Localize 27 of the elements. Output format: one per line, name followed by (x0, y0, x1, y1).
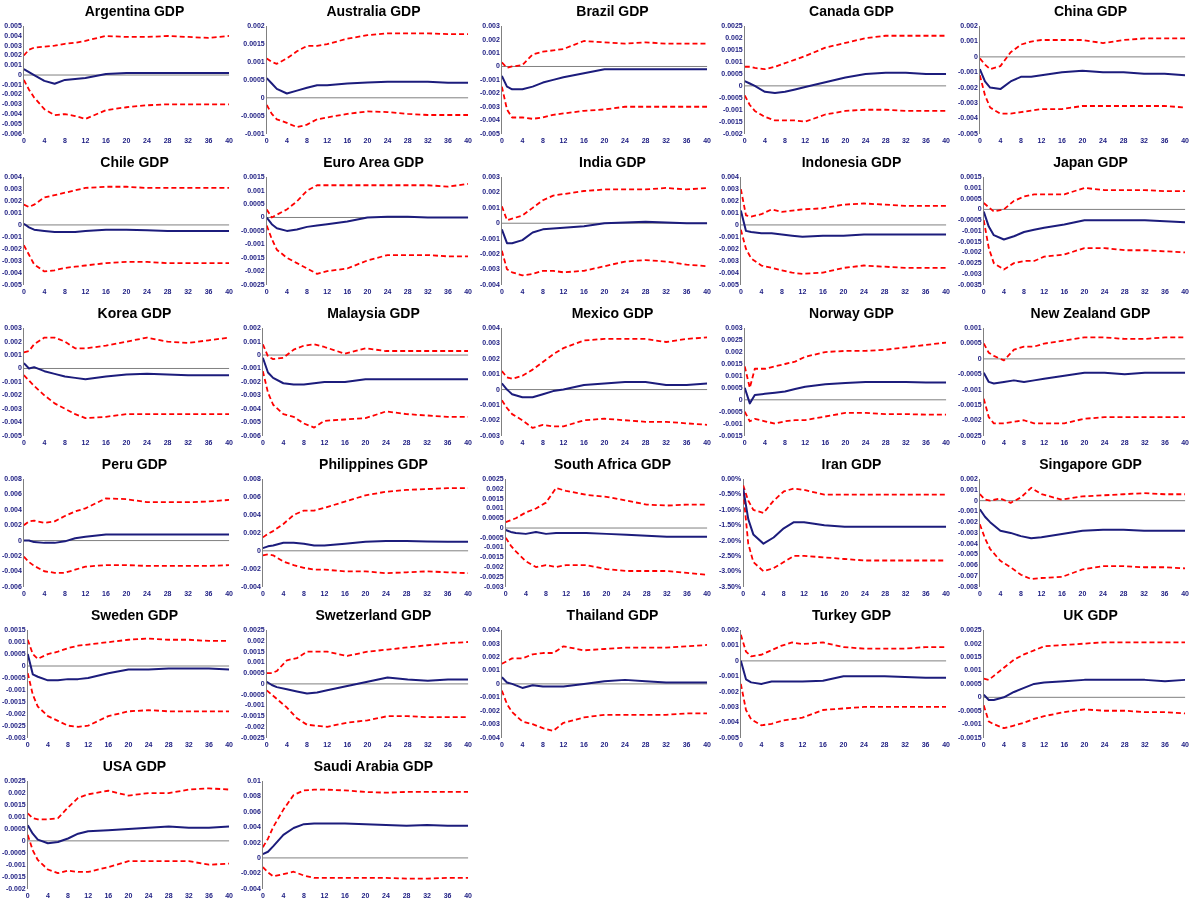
chart-title: Korea GDP (96, 304, 173, 322)
chart-title: Turkey GDP (810, 606, 893, 624)
chart-title: Iran GDP (820, 455, 883, 473)
chart-title: Norway GDP (808, 304, 895, 322)
chart-title: Philippines GDP (318, 455, 429, 473)
chart-title: Argentina GDP (83, 2, 186, 20)
chart-title: Sweden GDP (89, 606, 180, 624)
chart-title: Canada GDP (808, 2, 895, 20)
chart-title: South Africa GDP (553, 455, 672, 473)
chart-title: Indonesia GDP (800, 153, 903, 171)
chart-title: Japan GDP (1052, 153, 1129, 171)
chart-title: Saudi Arabia GDP (312, 757, 435, 775)
chart-title: Thailand GDP (565, 606, 660, 624)
chart-title: Chile GDP (99, 153, 170, 171)
chart-title: New Zealand GDP (1029, 304, 1152, 322)
chart-title: Peru GDP (100, 455, 169, 473)
chart-title: Mexico GDP (570, 304, 655, 322)
chart-title: India GDP (578, 153, 647, 171)
chart-title: Swetzerland GDP (314, 606, 433, 624)
chart-title: Malaysia GDP (326, 304, 421, 322)
chart-title: China GDP (1052, 2, 1129, 20)
chart-title: Australia GDP (325, 2, 422, 20)
chart-title: Brazil GDP (575, 2, 650, 20)
chart-title: UK GDP (1062, 606, 1119, 624)
chart-title: Singapore GDP (1038, 455, 1143, 473)
chart-title: USA GDP (101, 757, 168, 775)
chart-title: Euro Area GDP (322, 153, 425, 171)
